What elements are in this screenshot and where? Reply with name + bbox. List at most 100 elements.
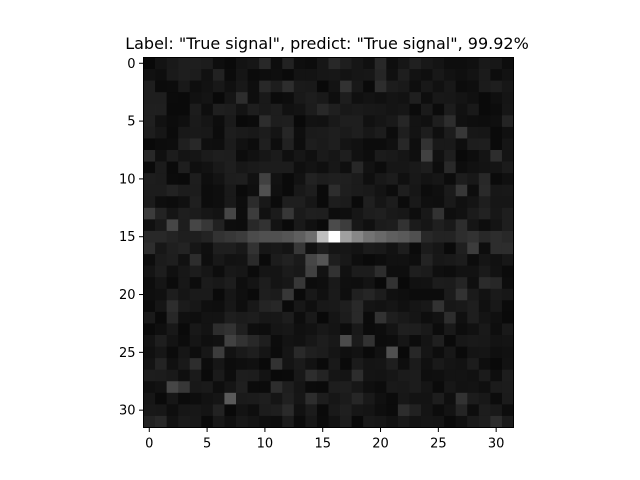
heatmap-cell	[374, 219, 387, 232]
heatmap-cell	[455, 92, 468, 105]
heatmap-cell	[316, 115, 329, 128]
heatmap-cell	[316, 103, 329, 116]
heatmap-cell	[397, 161, 410, 174]
heatmap-cell	[305, 404, 318, 417]
heatmap-cell	[397, 207, 410, 220]
heatmap-cell	[409, 300, 422, 313]
heatmap-cell	[501, 161, 514, 174]
heatmap-cell	[270, 404, 283, 417]
heatmap-cell	[455, 161, 468, 174]
heatmap-cell	[247, 69, 260, 82]
heatmap-cell	[490, 230, 503, 243]
heatmap-cell	[189, 335, 202, 347]
heatmap-cell	[166, 230, 179, 243]
heatmap-cell	[421, 300, 433, 313]
x-tick-label: 20	[372, 437, 389, 452]
heatmap-cell	[386, 69, 399, 82]
heatmap-cell	[270, 242, 283, 255]
x-axis: 0 5 10 15 20 25 30	[145, 427, 504, 452]
heatmap-cell	[236, 103, 248, 116]
heatmap-cell	[478, 404, 491, 417]
heatmap-cell	[155, 230, 168, 243]
heatmap-cell	[247, 173, 260, 186]
heatmap-cell	[467, 346, 480, 359]
heatmap-cell	[247, 323, 260, 336]
heatmap-cell	[247, 415, 260, 428]
heatmap-cell	[305, 277, 318, 290]
heatmap-cell	[224, 404, 237, 417]
heatmap-cell	[247, 57, 260, 70]
heatmap-cell	[340, 184, 353, 197]
heatmap-cell	[305, 381, 318, 394]
heatmap-cell	[478, 150, 491, 162]
heatmap-cell	[455, 265, 468, 278]
heatmap-cell	[421, 392, 433, 405]
heatmap-cell	[386, 415, 399, 428]
heatmap-cell	[282, 381, 295, 394]
heatmap-cell	[421, 57, 433, 70]
heatmap-cell	[374, 196, 387, 209]
heatmap-cell	[467, 415, 480, 428]
heatmap-cell	[316, 300, 329, 313]
heatmap-cell	[340, 381, 353, 394]
heatmap-cell	[247, 138, 260, 151]
heatmap-cell	[340, 103, 353, 116]
heatmap-cell	[409, 126, 422, 139]
heatmap-cell	[490, 311, 503, 324]
heatmap-cell	[363, 277, 376, 290]
heatmap-cell	[409, 311, 422, 324]
heatmap-cell	[455, 173, 468, 186]
heatmap-cell	[178, 103, 191, 116]
heatmap-cell	[293, 404, 306, 417]
heatmap-cell	[166, 335, 179, 347]
heatmap-cell	[282, 103, 295, 116]
heatmap-cell	[409, 230, 422, 243]
heatmap-cell	[259, 300, 272, 313]
heatmap-cell	[178, 265, 191, 278]
heatmap-cell	[467, 311, 480, 324]
heatmap-cell	[282, 404, 295, 417]
heatmap-cell	[397, 242, 410, 255]
heatmap-cell	[236, 138, 248, 151]
heatmap-cell	[293, 219, 306, 232]
heatmap-cell	[374, 358, 387, 371]
heatmap-cell	[247, 346, 260, 359]
heatmap-cell	[270, 173, 283, 186]
heatmap-cell	[143, 392, 156, 405]
heatmap-cell	[328, 230, 341, 243]
heatmap-cell	[501, 392, 514, 405]
heatmap-cell	[340, 242, 353, 255]
heatmap-cell	[282, 80, 295, 93]
heatmap-cell	[432, 92, 445, 105]
heatmap-cell	[201, 173, 214, 186]
heatmap-cell	[467, 92, 480, 105]
heatmap-cell	[397, 300, 410, 313]
heatmap-cell	[293, 300, 306, 313]
heatmap-cell	[328, 80, 341, 93]
heatmap-cell	[166, 311, 179, 324]
heatmap-cell	[421, 126, 433, 139]
heatmap-cell	[178, 230, 191, 243]
heatmap-cell	[397, 254, 410, 267]
heatmap-cell	[305, 150, 318, 162]
heatmap-cell	[282, 219, 295, 232]
heatmap-cell	[374, 184, 387, 197]
heatmap-cell	[189, 230, 202, 243]
x-tick-label: 5	[203, 437, 211, 452]
heatmap-cell	[328, 138, 341, 151]
heatmap-cell	[432, 69, 445, 82]
heatmap-cell	[444, 80, 457, 93]
heatmap-cell	[316, 265, 329, 278]
heatmap-cell	[178, 288, 191, 301]
heatmap-cell	[501, 323, 514, 336]
heatmap-cell	[166, 369, 179, 382]
heatmap-cell	[166, 323, 179, 336]
heatmap-cell	[259, 57, 272, 70]
heatmap-cell	[501, 346, 514, 359]
heatmap-cell	[189, 92, 202, 105]
heatmap-cell	[201, 115, 214, 128]
heatmap-cell	[224, 335, 237, 347]
heatmap-cell	[316, 173, 329, 186]
heatmap-cell	[247, 300, 260, 313]
heatmap-cell	[224, 80, 237, 93]
